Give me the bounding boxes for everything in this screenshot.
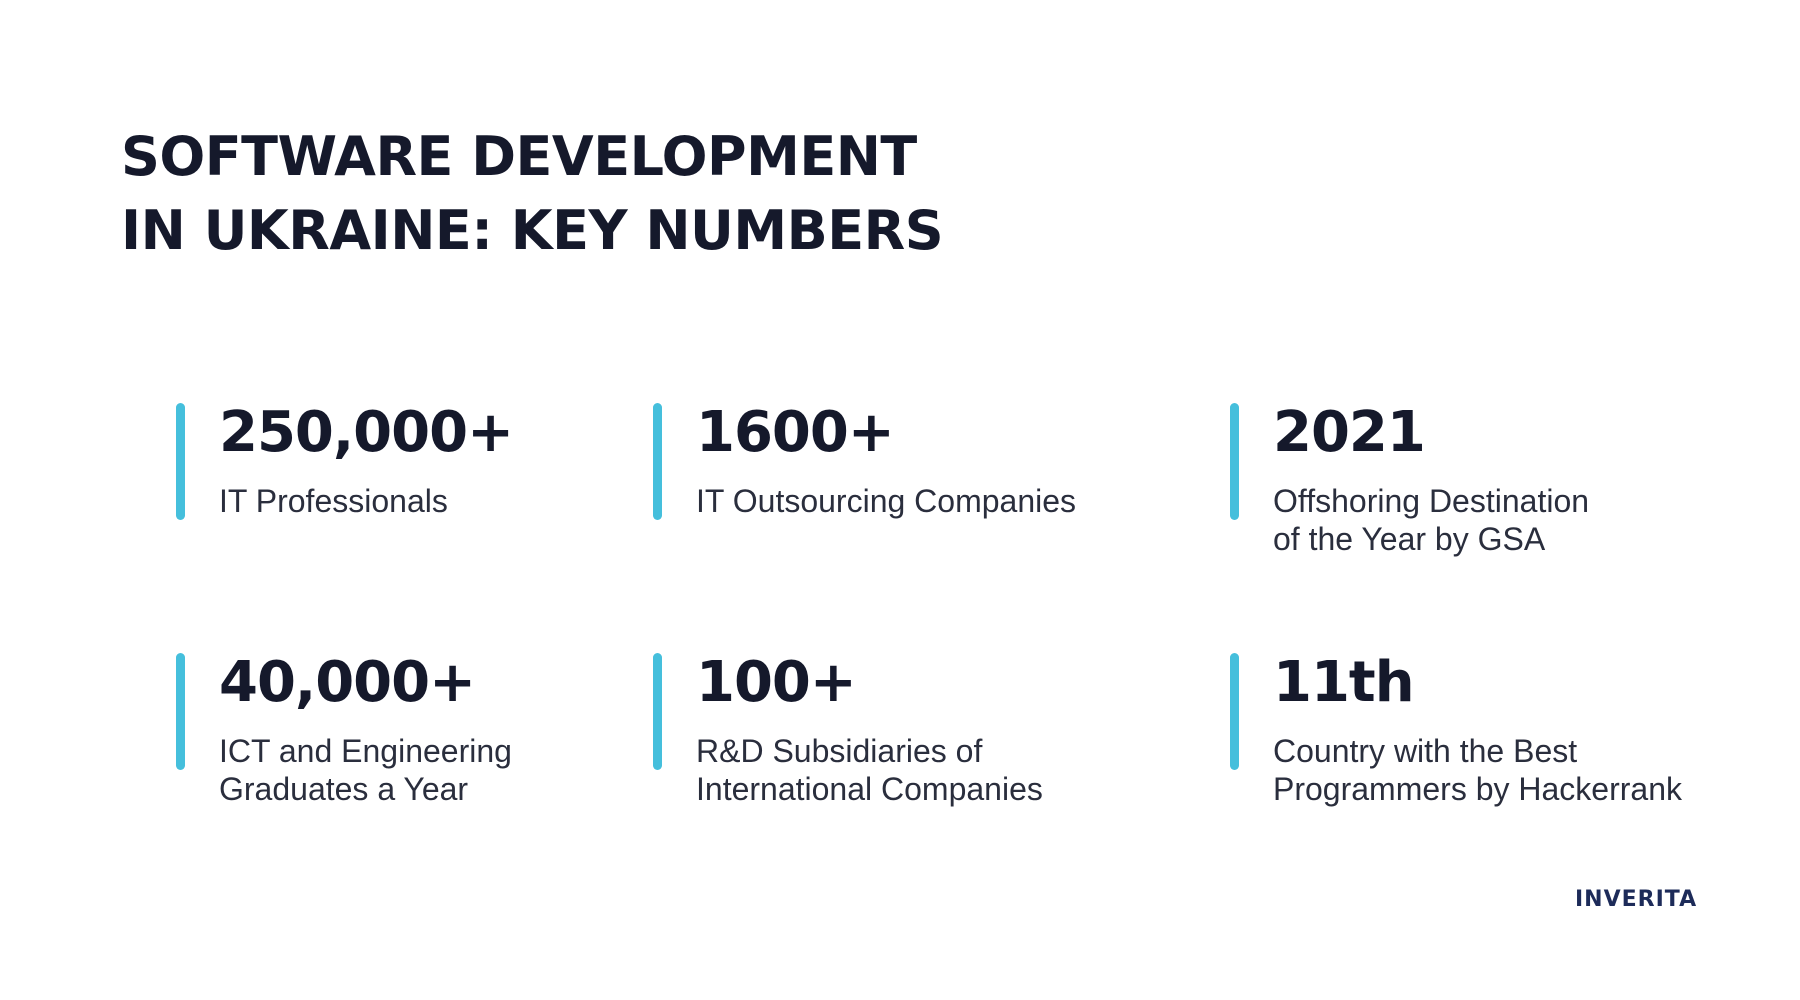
- accent-bar: [176, 653, 185, 770]
- stat-value: 250,000+: [219, 400, 514, 465]
- inverita-logo: INVERITA: [1575, 887, 1698, 912]
- stat-value: 2021: [1273, 400, 1426, 465]
- page-title-line-1: SOFTWARE DEVELOPMENT: [121, 125, 917, 188]
- accent-bar: [176, 403, 185, 520]
- page-title-line-2: IN UKRAINE: KEY NUMBERS: [121, 199, 944, 262]
- stat-value: 40,000+: [219, 650, 476, 715]
- stat-label: Offshoring Destination of the Year by GS…: [1273, 483, 1590, 557]
- stat-label: R&D Subsidiaries of International Compan…: [696, 733, 1043, 807]
- accent-bar: [653, 653, 662, 770]
- accent-bar: [1230, 653, 1239, 770]
- stat-label: IT Outsourcing Companies: [696, 483, 1077, 519]
- stat-value: 100+: [696, 650, 857, 715]
- stat-label: IT Professionals: [219, 483, 448, 519]
- stat-value: 1600+: [696, 400, 895, 465]
- stat-value: 11th: [1273, 650, 1415, 715]
- accent-bar: [653, 403, 662, 520]
- stat-label: Country with the Best Programmers by Hac…: [1273, 733, 1682, 807]
- accent-bar: [1230, 403, 1239, 520]
- page-title: SOFTWARE DEVELOPMENT IN UKRAINE: KEY NUM…: [121, 120, 944, 268]
- stat-label: ICT and Engineering Graduates a Year: [219, 733, 512, 807]
